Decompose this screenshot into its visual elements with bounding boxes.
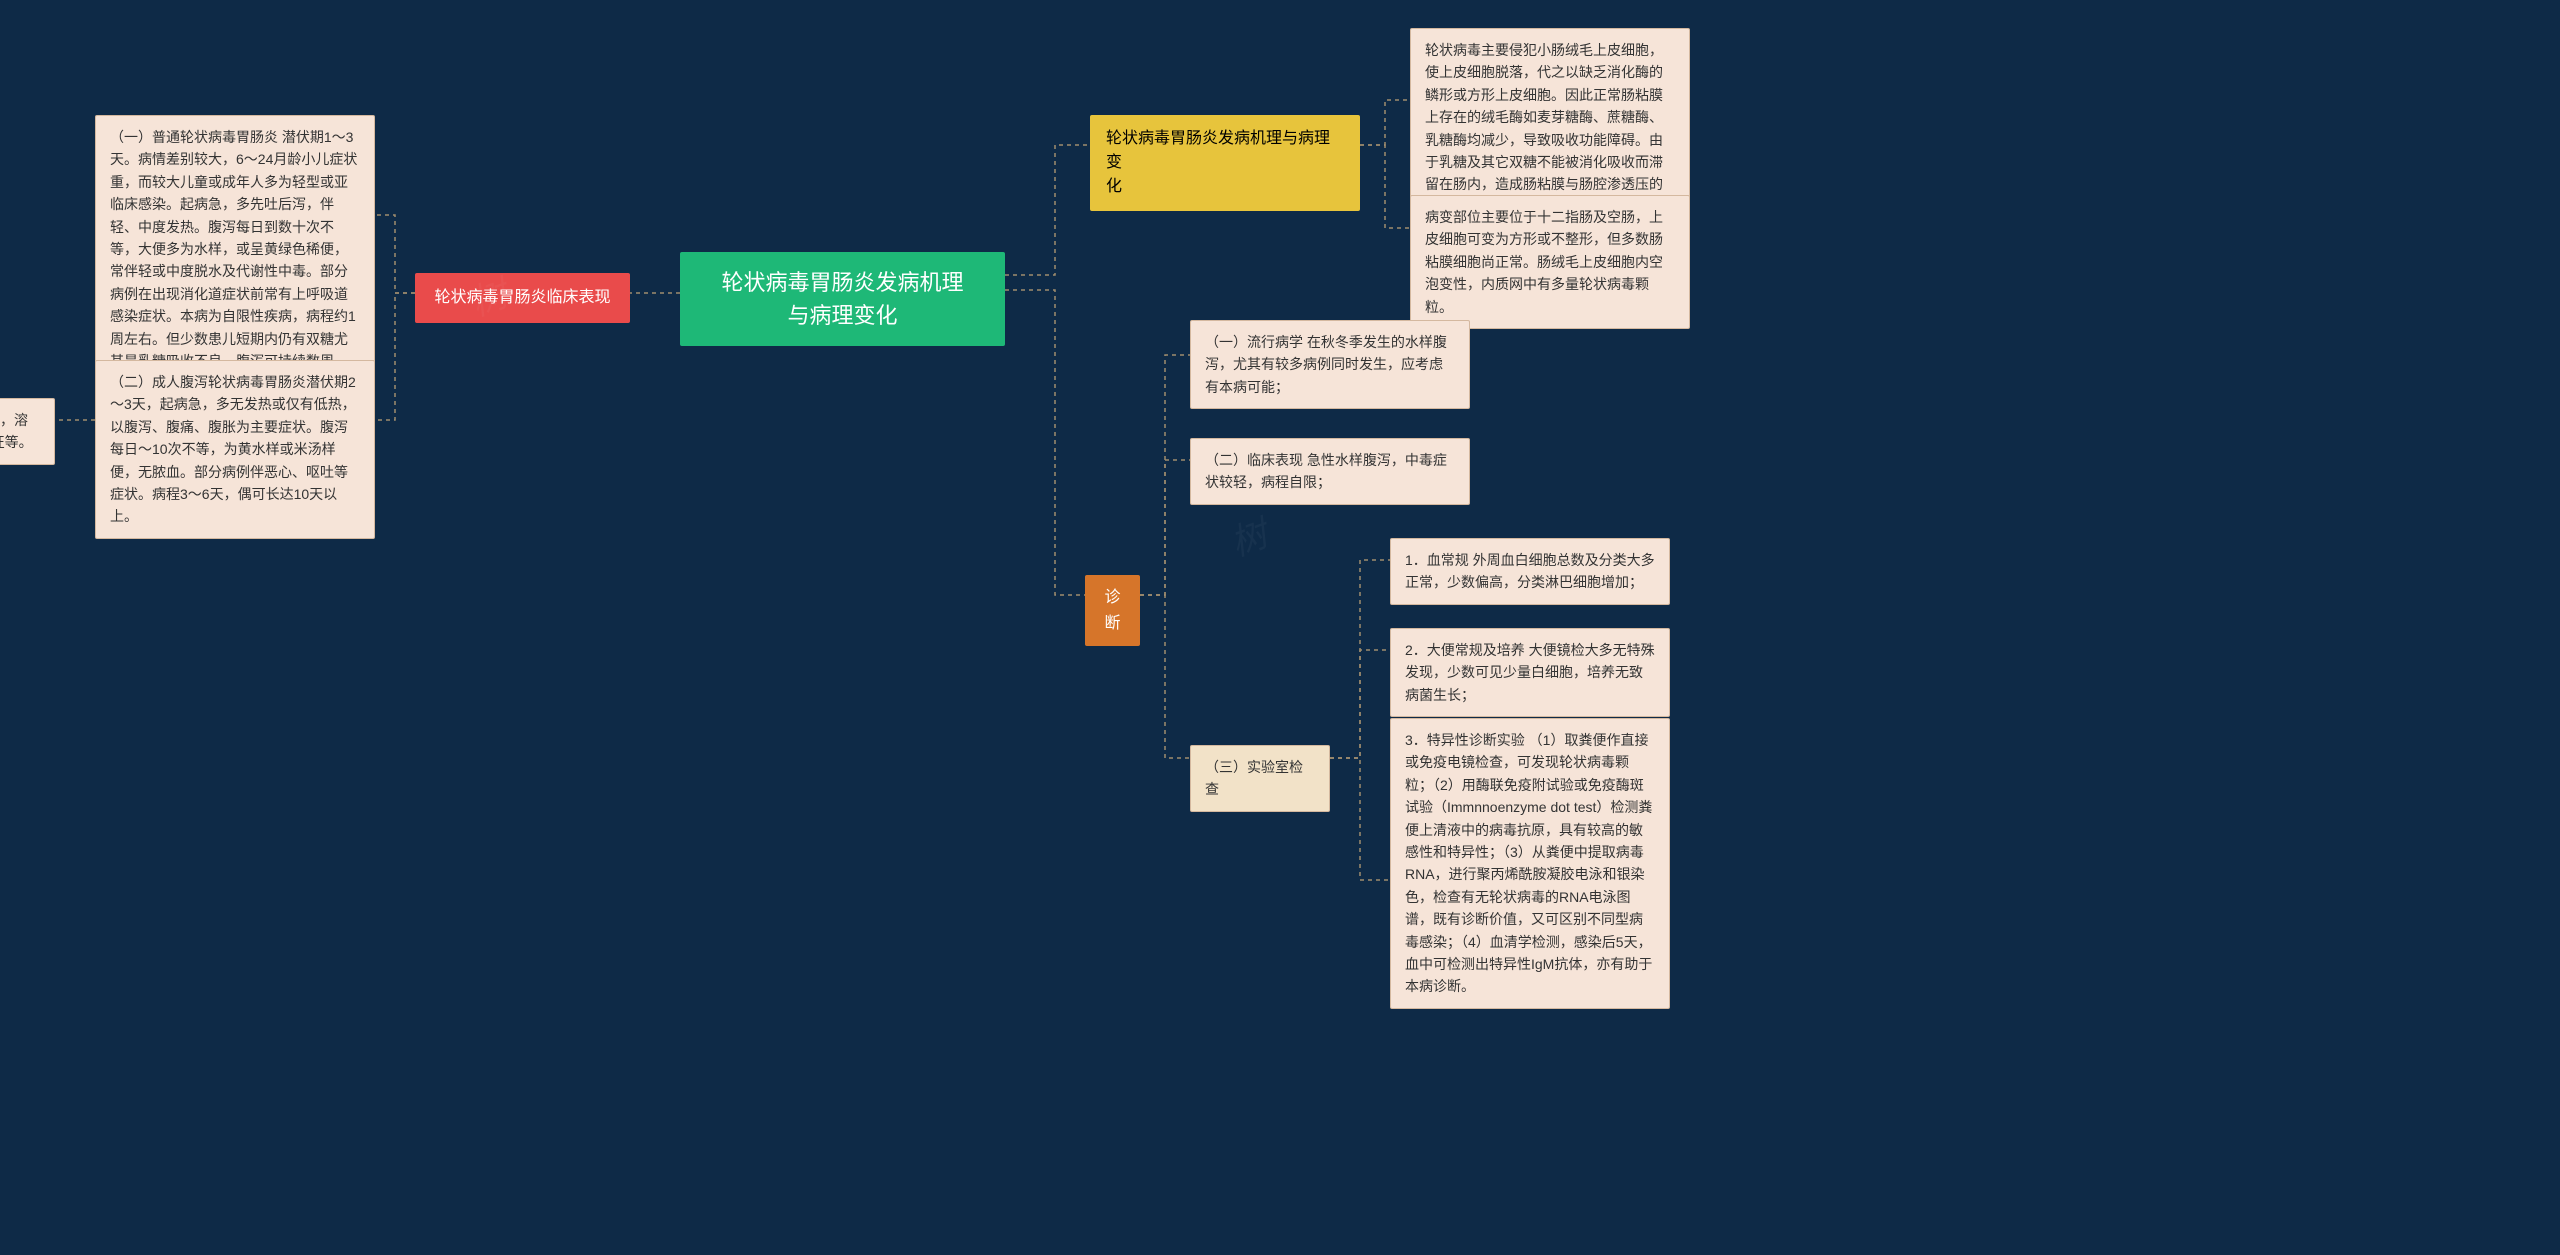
left-category-label: 轮状病毒胃肠炎临床表现	[434, 289, 610, 306]
diagnosis-category: 诊断	[1085, 575, 1140, 646]
diagnosis-item-3-sub-1: 1．血常规 外周血白细胞总数及分类大多正常，少数偏高，分类淋巴细胞增加；	[1390, 538, 1670, 605]
diagnosis-label: 诊断	[1104, 589, 1120, 632]
watermark-2: 树	[1222, 505, 1274, 566]
right-top-item-2: 病变部位主要位于十二指肠及空肠，上皮细胞可变为方形或不整形，但多数肠粘膜细胞尚正…	[1410, 195, 1690, 329]
diagnosis-item-3-label-text: （三）实验室检查	[1205, 759, 1303, 797]
diagnosis-item-3-sub-2: 2．大便常规及培养 大便镜检大多无特殊发现，少数可见少量白细胞，培养无致病菌生长…	[1390, 628, 1670, 717]
center-line2: 与病理变化	[787, 303, 897, 328]
diagnosis-item-2: （二）临床表现 急性水样腹泻，中毒症状较轻，病程自限；	[1190, 438, 1470, 505]
left-category: 轮状病毒胃肠炎临床表现	[415, 273, 630, 323]
right-top-cat-l1: 轮状病毒胃肠炎发病机理与病理变	[1106, 130, 1330, 171]
right-top-item-2-text: 病变部位主要位于十二指肠及空肠，上皮细胞可变为方形或不整形，但多数肠粘膜细胞尚正…	[1425, 209, 1663, 315]
diagnosis-item-2-text: （二）临床表现 急性水样腹泻，中毒症状较轻，病程自限；	[1205, 452, 1447, 490]
diagnosis-item-3-sub-3: 3．特异性诊断实验 （1）取粪便作直接或免疫电镜检查，可发现轮状病毒颗粒；（2）…	[1390, 718, 1670, 1009]
left-item-1-text: （一）普通轮状病毒胃肠炎 潜伏期1～3天。病情差别较大，6～24月龄小儿症状重，…	[110, 129, 357, 391]
left-item-2-sub-text: 少数患者可并发肠套叠、直肠出血，溶血尿毒综合征、脑炎及Reye综合征等。	[0, 412, 33, 450]
left-item-2-sub: 少数患者可并发肠套叠、直肠出血，溶血尿毒综合征、脑炎及Reye综合征等。	[0, 398, 55, 465]
right-top-category: 轮状病毒胃肠炎发病机理与病理变 化	[1090, 115, 1360, 211]
left-item-2-text: （二）成人腹泻轮状病毒胃肠炎潜伏期2～3天，起病急，多无发热或仅有低热，以腹泻、…	[110, 374, 356, 524]
diagnosis-item-3-sub-1-text: 1．血常规 外周血白细胞总数及分类大多正常，少数偏高，分类淋巴细胞增加；	[1405, 552, 1655, 590]
center-line1: 轮状病毒胃肠炎发病机理	[721, 270, 963, 295]
diagnosis-item-3-sub-2-text: 2．大便常规及培养 大便镜检大多无特殊发现，少数可见少量白细胞，培养无致病菌生长…	[1405, 642, 1655, 703]
diagnosis-item-1: （一）流行病学 在秋冬季发生的水样腹泻，尤其有较多病例同时发生，应考虑有本病可能…	[1190, 320, 1470, 409]
diagnosis-item-3-sub-3-text: 3．特异性诊断实验 （1）取粪便作直接或免疫电镜检查，可发现轮状病毒颗粒；（2）…	[1405, 732, 1652, 994]
diagnosis-item-3-label: （三）实验室检查	[1190, 745, 1330, 812]
left-item-2: （二）成人腹泻轮状病毒胃肠炎潜伏期2～3天，起病急，多无发热或仅有低热，以腹泻、…	[95, 360, 375, 539]
center-node: 轮状病毒胃肠炎发病机理 与病理变化	[680, 252, 1005, 346]
right-top-cat-l2: 化	[1106, 178, 1122, 195]
diagnosis-item-1-text: （一）流行病学 在秋冬季发生的水样腹泻，尤其有较多病例同时发生，应考虑有本病可能…	[1205, 334, 1447, 395]
